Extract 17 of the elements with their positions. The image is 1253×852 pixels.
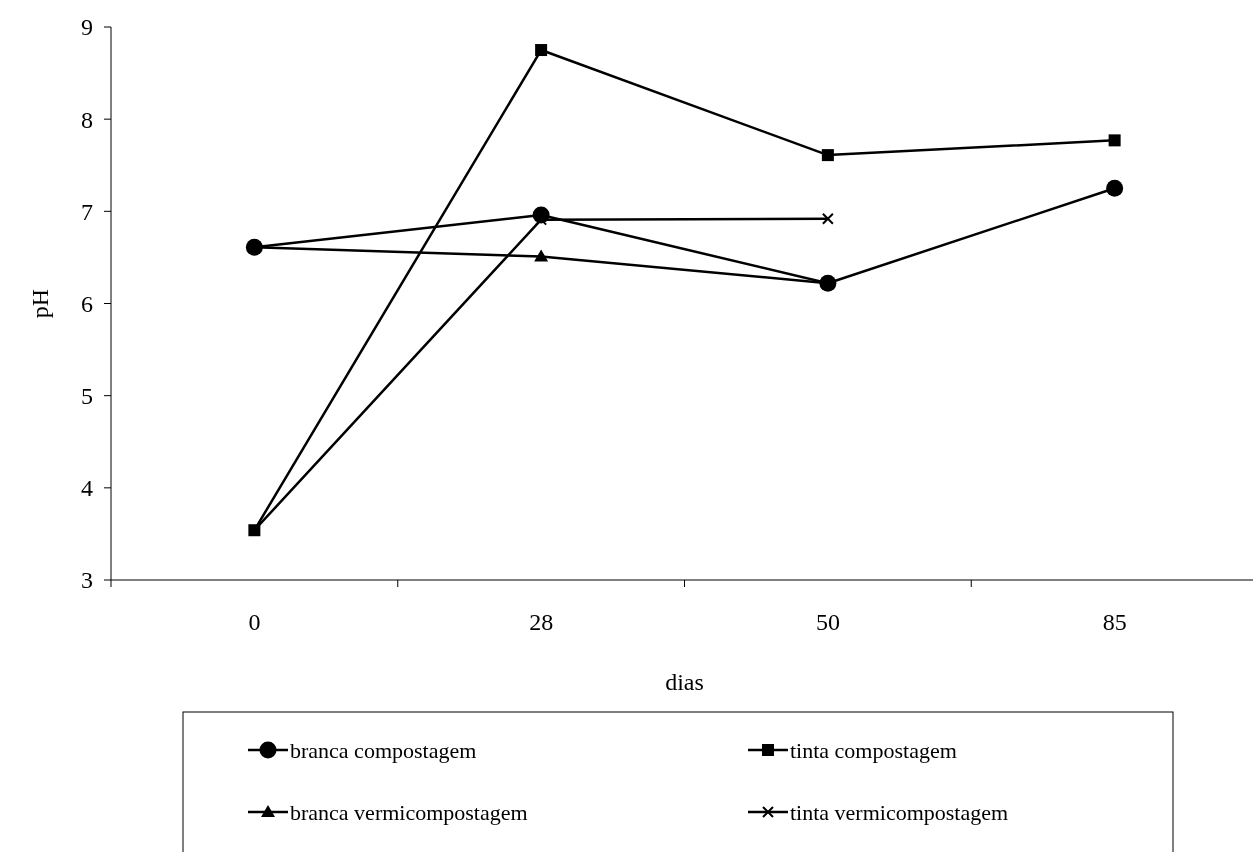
x-tick-label: 28 (529, 609, 554, 635)
y-tick-label: 8 (81, 106, 93, 133)
y-axis-title: pH (27, 288, 53, 319)
x-tick-label: 50 (815, 609, 840, 635)
y-tick-label: 6 (81, 290, 93, 317)
legend-label: branca vermicompostagem (290, 799, 528, 825)
x-tick-label: 85 (1102, 609, 1127, 635)
y-tick-label: 7 (81, 198, 93, 225)
y-tick-label: 4 (81, 475, 93, 502)
legend-label: branca compostagem (290, 737, 477, 763)
y-tick-label: 5 (81, 383, 93, 410)
legend-label: tinta vermicompostagem (790, 799, 1009, 825)
y-tick-label: 9 (81, 14, 93, 41)
y-tick-label: 3 (81, 567, 93, 594)
legend-label: tinta compostagem (790, 737, 957, 763)
x-tick-label: 0 (248, 609, 261, 635)
x-axis-title: dias (665, 669, 704, 695)
